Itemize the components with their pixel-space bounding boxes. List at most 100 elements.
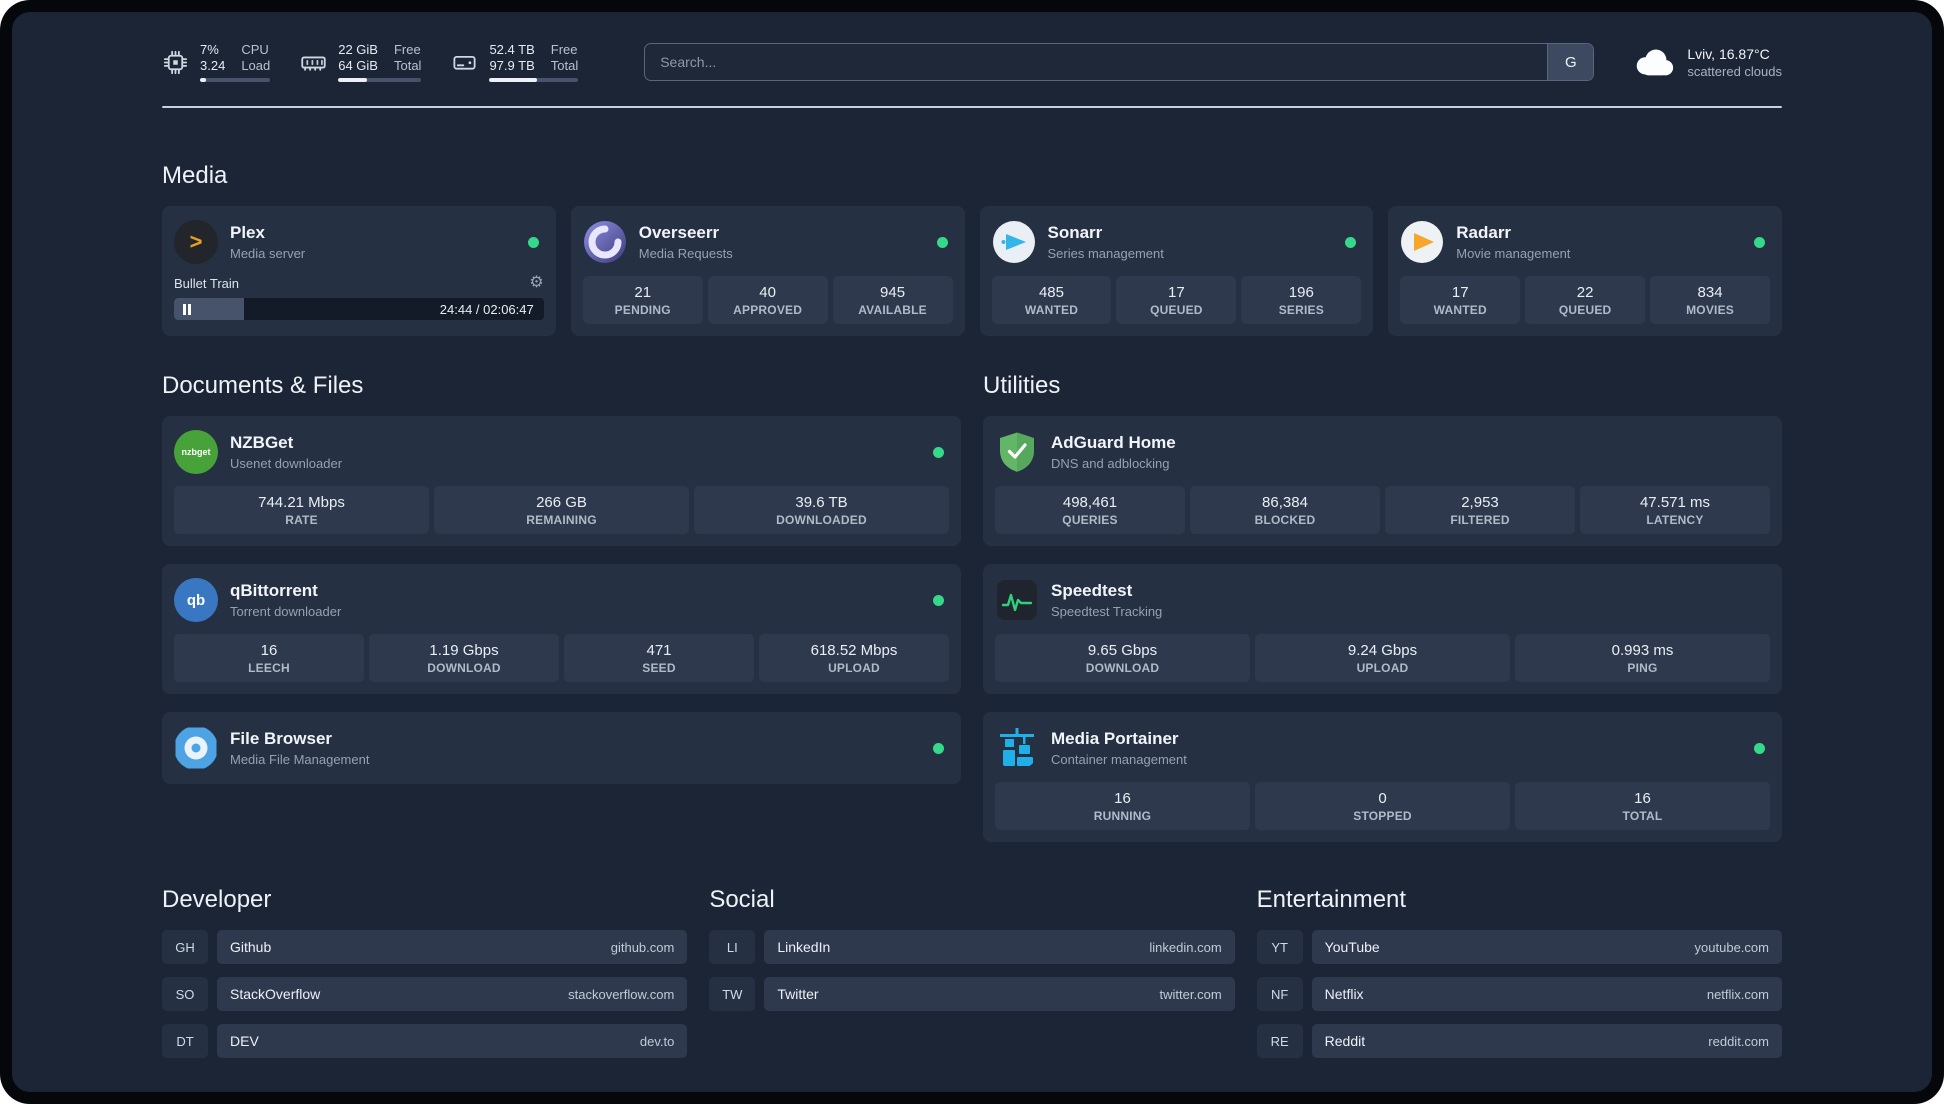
memory-icon [301,56,326,71]
bookmark-name: DEV [230,1033,259,1049]
portainer-card[interactable]: Media Portainer Container management 16 … [983,712,1782,842]
stat-label: BLOCKED [1254,512,1316,527]
qbittorrent-subtitle: Torrent downloader [230,603,342,619]
stat-tile: 498,461 QUERIES [995,486,1185,534]
cpu-icon [163,50,188,74]
playback-progress-fill [174,298,245,320]
adguard-icon [1000,432,1034,472]
weather-widget: Lviv, 16.87°C scattered clouds [1630,45,1782,79]
weather-condition: scattered clouds [1687,63,1782,79]
stat-tile: 47.571 ms LATENCY [1580,486,1770,534]
stat-tile: 16 LEECH [174,634,364,682]
topbar: 7% 3.24 CPU Load [162,38,1782,86]
nzbget-status-dot [933,446,944,458]
bookmark-github[interactable]: GH Github github.com [162,930,688,964]
disk-icon [453,55,476,70]
stat-tile: 17 WANTED [1400,276,1521,324]
stat-tile: 9.65 Gbps DOWNLOAD [995,634,1250,682]
bookmark-dev[interactable]: DT DEV dev.to [162,1024,688,1058]
adguard-subtitle: DNS and adblocking [1051,455,1170,471]
bookmark-linkedin[interactable]: LI LinkedIn linkedin.com [709,930,1235,964]
stat-label: SEED [642,660,676,675]
bookmark-abbr: GH [162,930,208,964]
plex-card[interactable]: > Plex Media server Bullet Train ⚙ 24:44… [162,206,556,336]
search-input[interactable] [645,44,1548,80]
filebrowser-name: File Browser [230,729,333,749]
stat-value: 16 [260,641,278,659]
filebrowser-card[interactable]: File Browser Media File Management [162,712,961,784]
cpu-load-value: 3.24 [200,58,226,73]
stat-tile: 744.21 Mbps RATE [174,486,429,534]
stat-value: 9.65 Gbps [1087,641,1158,659]
portainer-status-dot [1754,742,1765,754]
bookmark-stackoverflow[interactable]: SO StackOverflow stackoverflow.com [162,977,688,1011]
stat-label: WANTED [1433,302,1487,317]
stat-label: TOTAL [1622,808,1663,823]
stat-value: 744.21 Mbps [258,493,345,511]
entertainment-bookmarks: Entertainment YT YouTube youtube.com NF … [1256,886,1782,1071]
overseerr-card[interactable]: Overseerr Media Requests 21 PENDING 40 A… [570,206,965,336]
plex-subtitle: Media server [230,245,306,261]
cpu-label-1: CPU [241,41,269,57]
bookmark-reddit[interactable]: RE Reddit reddit.com [1256,1024,1782,1058]
stat-label: QUERIES [1062,512,1118,527]
radarr-card[interactable]: Radarr Movie management 17 WANTED 22 QUE… [1388,206,1782,336]
sonarr-card[interactable]: Sonarr Series management 485 WANTED 17 Q… [979,206,1374,336]
gear-icon[interactable]: ⚙ [529,274,544,291]
bookmark-name: StackOverflow [230,986,321,1002]
stat-value: 86,384 [1262,493,1308,511]
bookmark-name: Twitter [777,986,819,1002]
bookmark-youtube[interactable]: YT YouTube youtube.com [1256,930,1782,964]
playback-time: 24:44 / 02:06:47 [439,301,534,317]
section-title-social: Social [709,886,775,913]
stat-tile: 834 MOVIES [1650,276,1771,324]
bookmark-name: Reddit [1324,1033,1366,1049]
bookmark-abbr: YT [1256,930,1303,964]
stat-tile: 485 WANTED [991,276,1112,324]
nzbget-card[interactable]: nzbget NZBGet Usenet downloader 744.21 M… [162,416,961,546]
memory-total-value: 64 GiB [338,58,378,73]
stat-value: 485 [1038,283,1064,301]
stat-label: STOPPED [1353,808,1412,823]
speedtest-card[interactable]: Speedtest Speedtest Tracking 9.65 Gbps D… [983,564,1782,694]
bookmark-twitter[interactable]: TW Twitter twitter.com [709,977,1235,1011]
section-title-developer: Developer [162,886,272,913]
playback-progress-bar[interactable]: 24:44 / 02:06:47 [174,298,544,320]
stat-label: UPLOAD [828,660,880,675]
bookmark-abbr: SO [162,977,208,1011]
cpu-label-2: Load [241,58,271,73]
bookmark-name: Netflix [1324,986,1364,1002]
stat-label: LATENCY [1646,512,1704,527]
stat-value: 2,953 [1461,493,1499,511]
developer-bookmarks: Developer GH Github github.com SO StackO… [162,886,688,1071]
stat-value: 17 [1451,283,1469,301]
pause-icon[interactable] [183,303,191,315]
disk-total-value: 97.9 TB [489,58,535,73]
section-title-entertainment: Entertainment [1256,886,1407,913]
search-provider-button[interactable]: G [1547,44,1594,80]
stat-tile: 16 TOTAL [1515,782,1770,830]
nzbget-name: NZBGet [230,433,294,453]
bookmark-netflix[interactable]: NF Netflix netflix.com [1256,977,1782,1011]
cpu-bar [200,78,271,83]
bookmark-name: YouTube [1324,939,1380,955]
overseerr-name: Overseerr [638,223,720,243]
stat-label: DOWNLOADED [776,512,867,527]
disk-label-1: Free [550,41,578,57]
stat-value: 22 [1576,283,1594,301]
stat-tile: 2,953 FILTERED [1385,486,1575,534]
radarr-status-dot [1754,236,1765,248]
stat-tile: 16 RUNNING [995,782,1250,830]
adguard-card[interactable]: AdGuard Home DNS and adblocking 498,461 … [983,416,1782,546]
bookmark-name: LinkedIn [777,939,831,955]
radarr-subtitle: Movie management [1456,245,1571,261]
qbittorrent-card[interactable]: qb qBittorrent Torrent downloader 16 LEE… [162,564,961,694]
bookmark-url: stackoverflow.com [568,986,675,1002]
bookmark-abbr: TW [709,977,756,1011]
bookmark-name: Github [230,939,272,955]
portainer-name: Media Portainer [1051,729,1179,749]
plex-icon: > [174,220,218,264]
stat-label: REMAINING [526,512,597,527]
stat-label: RUNNING [1093,808,1152,823]
memory-bar-fill [338,78,367,83]
